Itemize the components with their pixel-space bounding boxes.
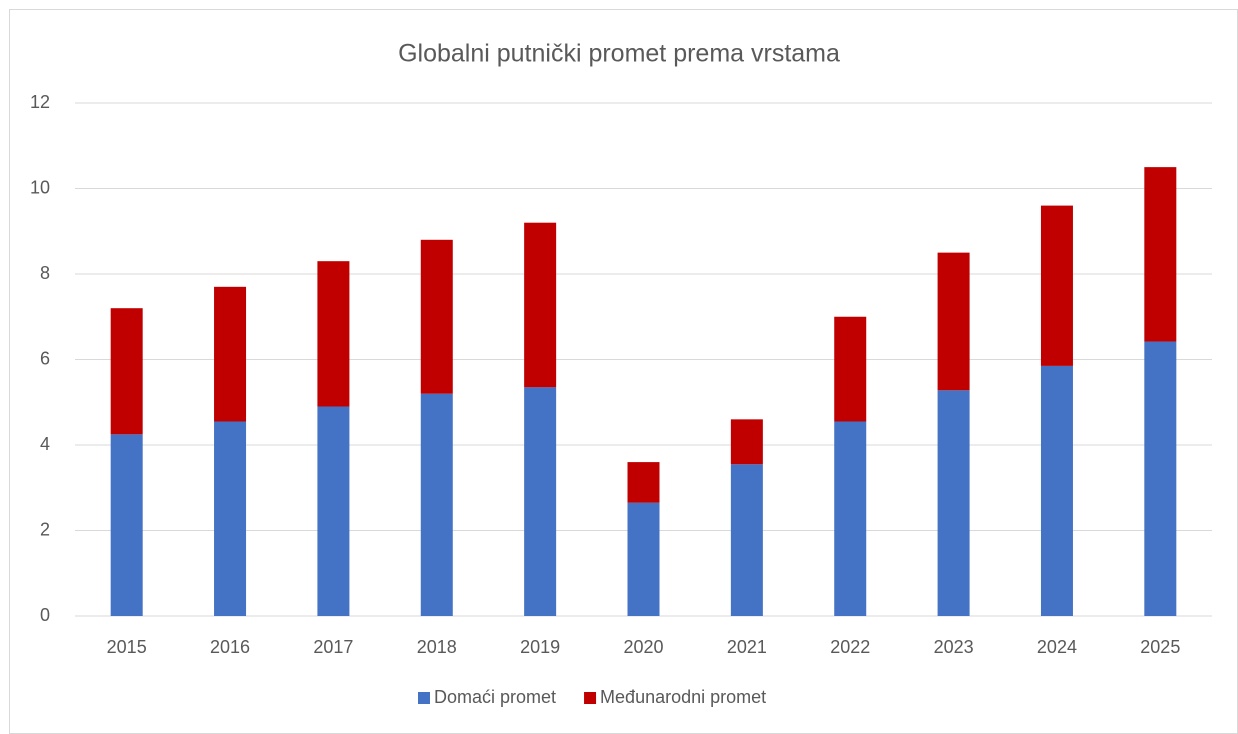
x-tick-label: 2024 (1037, 637, 1077, 657)
legend-swatch (418, 692, 430, 704)
bar-segment (214, 421, 247, 616)
chart-title: Globalni putnički promet prema vrstama (398, 40, 840, 68)
bar-segment (214, 286, 247, 422)
bar-segment (627, 462, 660, 503)
x-tick-label: 2017 (313, 637, 353, 657)
bar-segment (1040, 365, 1073, 616)
bar-segment (317, 406, 350, 616)
bar-segment (420, 239, 453, 394)
bar-segment (524, 222, 557, 388)
bar-segment (834, 316, 867, 422)
y-tick-label: 8 (40, 263, 50, 283)
x-tick-label: 2021 (727, 637, 767, 657)
y-tick-label: 4 (40, 434, 50, 454)
legend-swatch (584, 692, 597, 704)
x-tick-label: 2022 (830, 637, 870, 657)
bar-segment (1040, 205, 1073, 366)
bar-segment (730, 464, 763, 616)
y-tick-label: 6 (40, 348, 50, 368)
legend-label: Međunarodni promet (600, 687, 766, 707)
bar-segment (834, 421, 867, 616)
bar-segment (317, 261, 350, 407)
y-tick-label: 2 (40, 519, 50, 539)
bar-segment (627, 502, 660, 616)
y-tick-label: 12 (30, 92, 50, 112)
x-tick-label: 2019 (520, 637, 560, 657)
bar-segment (730, 419, 763, 465)
bar-segment (110, 434, 143, 616)
x-tick-label: 2016 (210, 637, 250, 657)
x-tick-label: 2015 (107, 637, 147, 657)
y-tick-label: 10 (30, 177, 50, 197)
x-tick-label: 2023 (934, 637, 974, 657)
bar-segment (110, 308, 143, 435)
y-tick-label: 0 (40, 605, 50, 625)
bar-segment (1144, 167, 1177, 342)
x-tick-label: 2018 (417, 637, 457, 657)
bar-segment (937, 252, 970, 391)
bar-segment (937, 390, 970, 616)
bar-segment (524, 387, 557, 616)
legend-label: Domaći promet (434, 687, 556, 707)
x-tick-label: 2020 (623, 637, 663, 657)
bar-segment (1144, 341, 1177, 616)
bar-segment (420, 393, 453, 616)
x-tick-label: 2025 (1140, 637, 1180, 657)
